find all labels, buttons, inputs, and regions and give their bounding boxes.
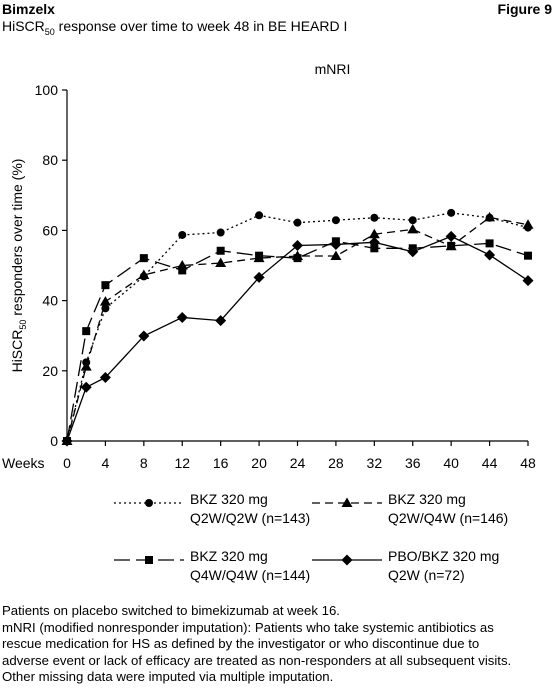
data-point bbox=[255, 251, 264, 260]
figure-subtitle: HiSCR50 response over time to week 48 in… bbox=[2, 18, 347, 37]
data-point bbox=[522, 275, 534, 287]
data-point bbox=[253, 271, 265, 283]
data-point bbox=[216, 228, 225, 237]
data-point bbox=[292, 239, 303, 251]
y-tick-label: 20 bbox=[42, 363, 58, 379]
x-tick-label: 24 bbox=[290, 455, 306, 471]
y-tick-label: 100 bbox=[35, 82, 59, 98]
data-point bbox=[447, 208, 456, 217]
data-point bbox=[139, 254, 148, 263]
subtitle-post: response over time to week 48 in BE HEAR… bbox=[54, 18, 348, 34]
data-point bbox=[407, 246, 419, 258]
x-tick-label: 8 bbox=[140, 455, 148, 471]
footnote-line: rescue medication for HS as defined by t… bbox=[2, 636, 480, 652]
series-4 bbox=[61, 230, 534, 447]
data-point bbox=[447, 241, 456, 250]
chart-title: mNRI bbox=[315, 61, 351, 77]
data-point bbox=[215, 257, 227, 268]
x-tick-label: 4 bbox=[102, 455, 110, 471]
footnotes: Patients on placebo switched to bimekizu… bbox=[2, 603, 552, 686]
x-tick-label: 48 bbox=[520, 455, 536, 471]
data-point bbox=[80, 361, 92, 371]
data-point bbox=[80, 381, 92, 393]
data-point bbox=[61, 435, 73, 447]
data-point bbox=[178, 230, 187, 239]
x-axis-label: Weeks bbox=[2, 455, 45, 471]
data-point bbox=[524, 251, 532, 260]
drug-name: Bimzelx bbox=[2, 1, 55, 17]
data-point bbox=[82, 327, 91, 336]
series-line bbox=[66, 212, 529, 442]
x-tick-label: 12 bbox=[174, 455, 190, 471]
data-point bbox=[330, 238, 342, 250]
data-point bbox=[484, 249, 496, 261]
footnote-line: Other missing data were imputed via mult… bbox=[2, 669, 334, 685]
y-axis-label-part: responders over time (%) bbox=[9, 159, 25, 320]
x-tick-label: 32 bbox=[367, 455, 383, 471]
data-point bbox=[484, 211, 496, 222]
figure-label: Figure 9 bbox=[497, 1, 552, 17]
data-point bbox=[368, 236, 380, 248]
y-tick-label: 0 bbox=[50, 433, 58, 449]
series-line bbox=[66, 216, 529, 442]
x-tick-label: 40 bbox=[443, 455, 459, 471]
y-tick-label: 60 bbox=[42, 222, 58, 238]
data-point bbox=[99, 371, 111, 383]
data-point bbox=[138, 269, 150, 279]
y-tick-label: 40 bbox=[42, 293, 58, 309]
data-point bbox=[216, 246, 225, 255]
data-point bbox=[331, 216, 340, 225]
x-tick-label: 0 bbox=[63, 455, 71, 471]
data-point bbox=[215, 315, 227, 327]
data-point bbox=[101, 281, 110, 290]
data-point bbox=[370, 213, 379, 222]
data-point bbox=[368, 228, 380, 239]
footnote-line: Patients on placebo switched to bimekizu… bbox=[2, 603, 340, 618]
y-tick-label: 80 bbox=[42, 152, 58, 168]
data-point bbox=[445, 230, 457, 242]
data-point bbox=[330, 250, 342, 261]
series-line bbox=[66, 240, 529, 442]
data-point bbox=[99, 296, 111, 306]
subtitle-sub: 50 bbox=[44, 26, 55, 37]
x-tick-label: 20 bbox=[251, 455, 267, 471]
data-point bbox=[407, 223, 419, 234]
footnote-line: adverse event or lack of efficacy are tr… bbox=[2, 652, 512, 668]
data-point bbox=[138, 330, 150, 342]
x-tick-label: 44 bbox=[482, 455, 498, 471]
data-point bbox=[522, 219, 534, 229]
x-tick-label: 16 bbox=[213, 455, 229, 471]
data-point bbox=[178, 266, 187, 275]
data-point bbox=[293, 218, 302, 227]
y-axis-label-part: HiSCR bbox=[9, 330, 25, 373]
series-3 bbox=[63, 237, 532, 445]
x-tick-label: 28 bbox=[328, 455, 344, 471]
footnote-line: mNRI (modified nonresponder imputation):… bbox=[2, 619, 494, 635]
data-point bbox=[370, 244, 379, 253]
data-point bbox=[293, 254, 302, 263]
series-line bbox=[66, 235, 529, 442]
data-point bbox=[176, 311, 188, 323]
data-point bbox=[255, 211, 264, 220]
y-axis-label: HiSCR50 responders over time (%) bbox=[9, 159, 28, 373]
subtitle-pre: HiSCR bbox=[2, 18, 45, 34]
x-tick-label: 36 bbox=[405, 455, 421, 471]
y-axis-label-sub: 50 bbox=[18, 320, 28, 330]
data-point bbox=[485, 239, 494, 248]
data-point bbox=[408, 216, 417, 225]
